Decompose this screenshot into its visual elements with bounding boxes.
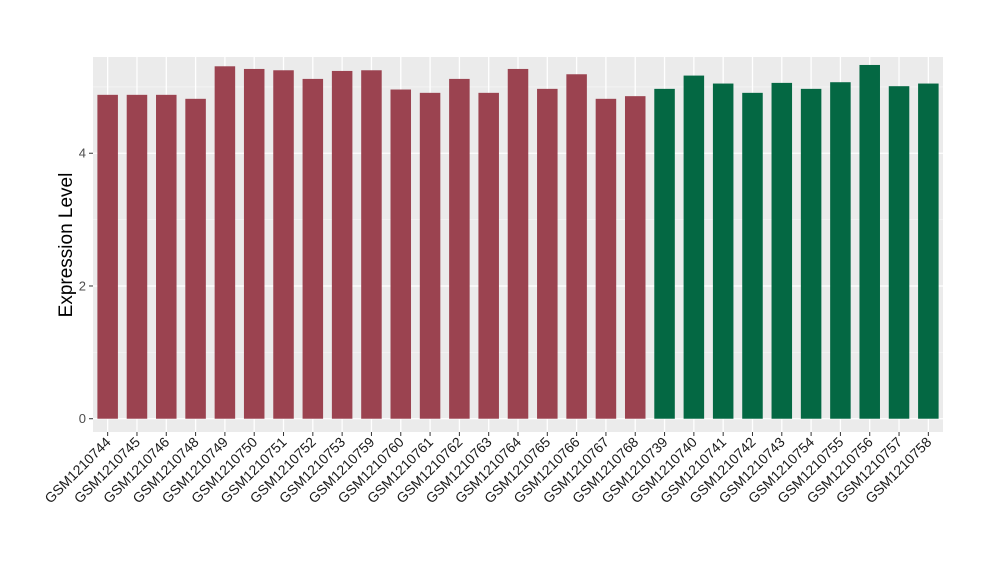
bar-GSM1210761: [419, 92, 441, 419]
bar-GSM1210744: [97, 94, 118, 419]
bar-GSM1210740: [683, 75, 705, 419]
bar-GSM1210743: [771, 82, 793, 419]
bar-GSM1210764: [507, 68, 529, 419]
bar-GSM1210746: [156, 94, 177, 419]
y-axis-title: Expression Level: [56, 173, 77, 318]
bar-GSM1210751: [273, 70, 294, 419]
bar-GSM1210741: [712, 83, 734, 419]
bar-GSM1210757: [888, 86, 910, 419]
x-axis: GSM1210744GSM1210745GSM1210746GSM1210748…: [41, 432, 935, 506]
bar-GSM1210768: [624, 96, 646, 419]
bar-GSM1210759: [361, 70, 382, 419]
y-tick-label: 0: [79, 411, 86, 426]
bar-GSM1210739: [654, 88, 675, 419]
y-axis: 0 2 4: [79, 146, 93, 426]
bar-GSM1210754: [800, 88, 822, 419]
bar-GSM1210745: [126, 94, 148, 419]
bar-GSM1210748: [185, 98, 206, 419]
bar-GSM1210749: [214, 66, 236, 419]
bar-GSM1210763: [478, 92, 499, 419]
bar-GSM1210765: [537, 88, 558, 419]
y-tick-label: 2: [79, 278, 86, 293]
bar-GSM1210758: [918, 83, 939, 419]
bar-GSM1210762: [449, 78, 470, 419]
bar-GSM1210753: [331, 70, 353, 419]
y-tick-label: 4: [79, 146, 86, 161]
bar-GSM1210766: [566, 74, 587, 419]
bar-GSM1210760: [390, 89, 412, 419]
bar-GSM1210742: [742, 92, 763, 419]
bar-GSM1210755: [830, 82, 851, 419]
bar-GSM1210752: [302, 78, 324, 419]
bar-GSM1210750: [243, 68, 265, 419]
bars: [97, 64, 939, 419]
bar-GSM1210767: [595, 98, 617, 419]
bar-GSM1210756: [859, 64, 880, 419]
